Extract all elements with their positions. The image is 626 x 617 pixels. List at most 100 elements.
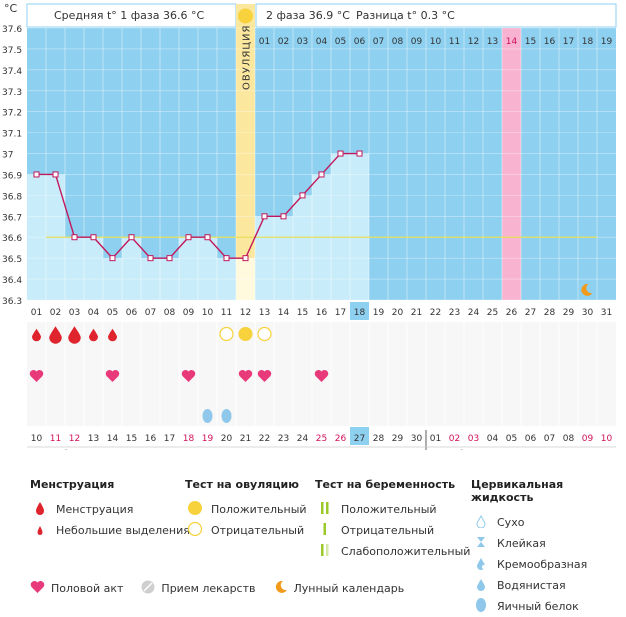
cycle-day-label: 01	[31, 308, 42, 318]
y-tick-label: 37.4	[2, 67, 22, 77]
temp-point	[204, 234, 211, 241]
temp-bar	[331, 153, 350, 300]
today-highlight	[350, 427, 369, 445]
temp-point	[71, 234, 78, 241]
y-tick-label: 37.5	[2, 46, 22, 56]
legend-cerv-creamy: Кремообразная	[497, 558, 588, 571]
legend-preg-positive: Положительный	[341, 503, 437, 516]
cycle-day-label: 28	[544, 308, 556, 318]
cycle-day-label: 12	[240, 308, 251, 318]
y-tick-label: 37.6	[2, 25, 22, 35]
date-label: 18	[183, 434, 195, 444]
dry-icon	[471, 514, 491, 531]
date-label: 09	[582, 434, 594, 444]
phase1-label: Средняя t° 1 фаза	[54, 9, 160, 22]
temp-point	[223, 255, 230, 262]
drop-small-icon	[30, 522, 50, 539]
legend-menstruation: Менструация Менструация Небольшие выделе…	[30, 478, 190, 541]
legend-pregnancy-test: Тест на беременность Положительный Отриц…	[315, 478, 470, 562]
temp-point	[261, 213, 268, 220]
legend-spotting-item: Небольшие выделения	[56, 524, 190, 537]
temp-bar	[65, 237, 84, 300]
date-label: 10	[31, 434, 43, 444]
top-day-label: 11	[449, 37, 460, 47]
temp-point	[166, 255, 173, 262]
y-tick-label: 37.1	[2, 130, 22, 140]
month-label-2: Октябрь	[429, 448, 478, 450]
creamy-icon	[471, 556, 491, 573]
cycle-day-label: 26	[506, 308, 518, 318]
temp-point	[242, 255, 249, 262]
top-day-label: 10	[430, 37, 442, 47]
temperature-path	[36, 152, 360, 260]
legend-cerv-watery: Водянистая	[497, 579, 566, 592]
legend-menstruation-item: Менструация	[56, 503, 134, 516]
heart-icon	[181, 370, 196, 382]
date-label: 30	[411, 434, 423, 444]
cycle-day-label: 07	[145, 308, 156, 318]
temperature-line	[33, 150, 363, 262]
cycle-day-label: 08	[164, 308, 176, 318]
temp-bar	[198, 237, 217, 300]
svg-text:2 фаза 36.9 °C: 2 фаза 36.9 °C	[266, 9, 350, 22]
date-label: 29	[392, 434, 404, 444]
cycle-day-label: 02	[50, 308, 61, 318]
heart-icon	[314, 370, 329, 382]
top-day-label: 04	[316, 37, 328, 47]
y-tick-label: 36.8	[2, 192, 22, 202]
moon-icon	[581, 283, 593, 296]
sticky-icon	[471, 535, 491, 552]
date-label: 12	[69, 434, 80, 444]
temp-bar	[179, 237, 198, 300]
temp-point	[337, 150, 344, 157]
top-day-label: 03	[297, 37, 308, 47]
menstruation-drop-icon	[68, 326, 81, 344]
temp-point	[52, 171, 59, 178]
svg-text:Средняя t° 1 фаза 36.6 °C: Средняя t° 1 фаза 36.6 °C	[54, 9, 204, 22]
date-label: 14	[107, 434, 119, 444]
ovulation-label: ОВУЛЯЦИЯ	[242, 25, 253, 91]
top-day-label: 18	[582, 37, 594, 47]
legend-ov-negative: Отрицательный	[211, 524, 305, 537]
date-label: 05	[506, 434, 517, 444]
legend-cervical: Цервикальная жидкость Сухо Клейкая Кремо…	[471, 478, 626, 617]
ov-test-negative-icon	[219, 326, 234, 342]
watery-icon	[471, 577, 491, 594]
date-label: 10	[601, 434, 613, 444]
y-tick-label: 37.3	[2, 88, 22, 98]
symptom-rows: 01 02 03 04 05 06 07 08 09 10 11 12 13 14 15 16 17 18 19 20…	[27, 302, 616, 450]
phase2-value: 36.9 °C	[309, 9, 350, 22]
chart-header: Средняя t° 1 фаза 36.6 °C 2 фаза 36.9 °C…	[4, 2, 617, 28]
menstruation-drop-icon	[89, 328, 98, 342]
y-tick-label: 36.6	[2, 234, 22, 244]
cycle-day-label: 17	[335, 308, 346, 318]
bbt-chart: Средняя t° 1 фаза 36.6 °C 2 фаза 36.9 °C…	[2, 2, 617, 450]
heart-icon	[257, 370, 272, 382]
faint-line-icon	[315, 543, 335, 560]
cycle-day-label: 25	[487, 308, 498, 318]
date-label: 25	[316, 434, 327, 444]
date-label: 08	[563, 434, 575, 444]
single-line-icon	[315, 522, 335, 539]
top-day-label: 17	[563, 37, 574, 47]
cycle-day-label: 23	[449, 308, 460, 318]
circle-outline-icon	[185, 521, 205, 540]
heart-icon	[30, 580, 45, 597]
heart-icon	[105, 370, 120, 382]
legend-cerv-dry: Сухо	[497, 516, 525, 529]
y-tick-label: 36.7	[2, 213, 22, 223]
date-label: 19	[202, 434, 214, 444]
ov-test-positive-icon	[238, 327, 253, 341]
temp-bar	[350, 153, 369, 300]
legend-cerv-eggwhite: Яичный белок	[497, 600, 579, 613]
top-day-label: 13	[487, 37, 498, 47]
top-day-label: 06	[354, 37, 366, 47]
legend-preg-negative: Отрицательный	[341, 524, 435, 537]
diff-value: 0.3 °C	[421, 9, 455, 22]
cycle-day-label: 20	[392, 308, 404, 318]
circle-filled-icon	[185, 500, 205, 519]
cycle-day-label: 11	[221, 308, 232, 318]
date-label: 22	[259, 434, 270, 444]
temp-point	[356, 150, 363, 157]
egg-white-icon	[221, 409, 232, 423]
